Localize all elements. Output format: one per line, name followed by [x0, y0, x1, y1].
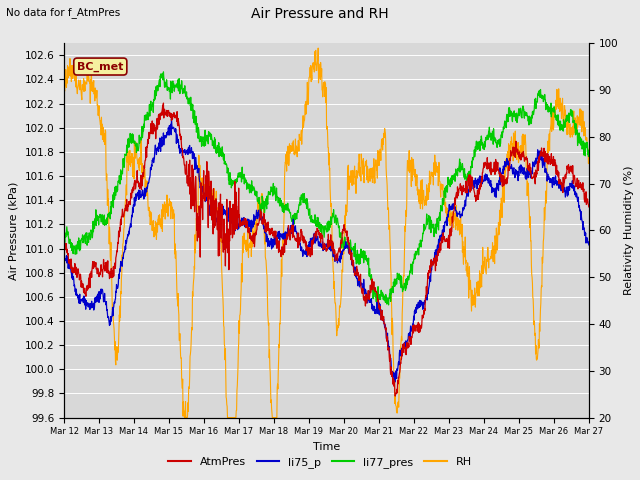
Y-axis label: Relativity Humidity (%): Relativity Humidity (%)	[624, 166, 634, 295]
Text: BC_met: BC_met	[77, 61, 124, 72]
Legend: AtmPres, li75_p, li77_pres, RH: AtmPres, li75_p, li77_pres, RH	[164, 452, 476, 472]
Text: Air Pressure and RH: Air Pressure and RH	[251, 7, 389, 21]
X-axis label: Time: Time	[313, 442, 340, 452]
Text: No data for f_AtmPres: No data for f_AtmPres	[6, 7, 121, 18]
Y-axis label: Air Pressure (kPa): Air Pressure (kPa)	[9, 181, 19, 279]
